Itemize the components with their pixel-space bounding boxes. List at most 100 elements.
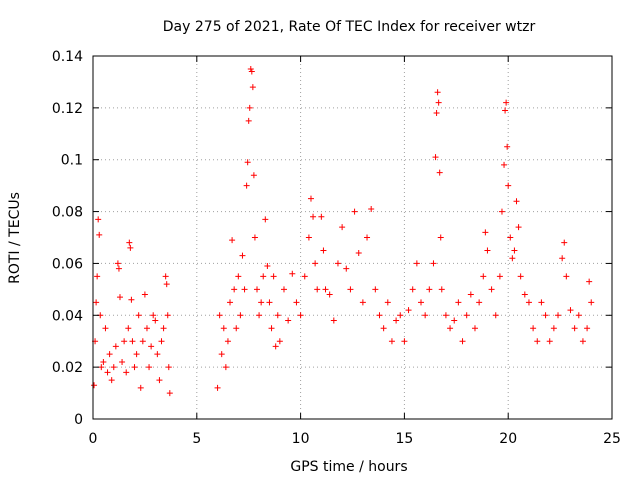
data-point [98, 364, 105, 371]
data-point [110, 364, 117, 371]
data-point [163, 281, 170, 288]
data-point [214, 384, 221, 391]
data-point [384, 299, 391, 306]
plot-frame [92, 55, 613, 420]
data-point [451, 317, 458, 324]
data-point [262, 216, 269, 223]
y-tick-label: 0.12 [52, 101, 83, 117]
data-point [237, 312, 244, 319]
data-point [141, 291, 148, 298]
data-point [432, 154, 439, 161]
data-point [239, 252, 246, 259]
data-point [247, 65, 254, 72]
y-tick-label: 0.08 [52, 205, 83, 221]
y-tick-label: 0.04 [52, 308, 83, 324]
data-point [561, 239, 568, 246]
data-point [129, 338, 136, 345]
data-point [119, 358, 126, 365]
data-point [293, 299, 300, 306]
data-point [160, 325, 167, 332]
data-point [467, 291, 474, 298]
data-point [233, 325, 240, 332]
data-point [376, 312, 383, 319]
data-point [143, 325, 150, 332]
data-point [248, 68, 255, 75]
data-point [310, 213, 317, 220]
data-point [127, 244, 134, 251]
data-point [368, 205, 375, 212]
data-point [139, 338, 146, 345]
data-point [405, 307, 412, 314]
data-point [584, 325, 591, 332]
data-point [534, 338, 541, 345]
data-point [224, 338, 231, 345]
y-tick-label: 0.02 [52, 360, 83, 376]
data-point [364, 234, 371, 241]
data-point [525, 299, 532, 306]
x-tick-label: 25 [603, 431, 621, 447]
x-axis-label: GPS time / hours [290, 459, 407, 475]
data-point [297, 312, 304, 319]
data-point [586, 278, 593, 285]
data-point [152, 317, 159, 324]
data-point [471, 325, 478, 332]
data-point [502, 107, 509, 114]
data-point [146, 364, 153, 371]
data-point [480, 273, 487, 280]
data-point [106, 351, 113, 358]
data-point [511, 247, 518, 254]
data-point [484, 247, 491, 254]
data-point [463, 312, 470, 319]
data-point [268, 325, 275, 332]
data-point [148, 343, 155, 350]
data-point [158, 338, 165, 345]
data-point [476, 299, 483, 306]
data-point [131, 364, 138, 371]
x-tick-label: 0 [89, 431, 98, 447]
data-point [241, 286, 248, 293]
data-point [95, 216, 102, 223]
data-point [555, 312, 562, 319]
data-point [250, 172, 257, 179]
data-point [334, 260, 341, 267]
data-point [436, 169, 443, 176]
data-point [301, 273, 308, 280]
data-point [413, 260, 420, 267]
data-point [504, 143, 511, 150]
data-point [318, 213, 325, 220]
data-point [550, 325, 557, 332]
data-point [546, 338, 553, 345]
x-tick-label: 20 [499, 431, 517, 447]
data-point [433, 110, 440, 117]
data-point [243, 182, 250, 189]
data-point [567, 307, 574, 314]
data-point [521, 291, 528, 298]
data-point [133, 351, 140, 358]
data-point [254, 286, 261, 293]
data-point [409, 286, 416, 293]
data-point [330, 317, 337, 324]
y-tick-label: 0.1 [61, 153, 83, 169]
data-point [126, 239, 133, 246]
data-point [227, 299, 234, 306]
data-point [244, 159, 251, 166]
data-point [459, 338, 466, 345]
data-point [442, 312, 449, 319]
data-point [245, 117, 252, 124]
data-point [343, 265, 350, 272]
data-point [162, 273, 169, 280]
data-point [426, 286, 433, 293]
data-point [355, 250, 362, 257]
data-point [123, 369, 130, 376]
data-point [150, 312, 157, 319]
data-point [114, 260, 121, 267]
data-point [517, 273, 524, 280]
data-point [249, 84, 256, 91]
data-point [96, 231, 103, 238]
data-point [272, 343, 279, 350]
data-point [280, 286, 287, 293]
data-point [501, 161, 508, 168]
data-point [270, 273, 277, 280]
x-tick-label: 5 [192, 431, 201, 447]
